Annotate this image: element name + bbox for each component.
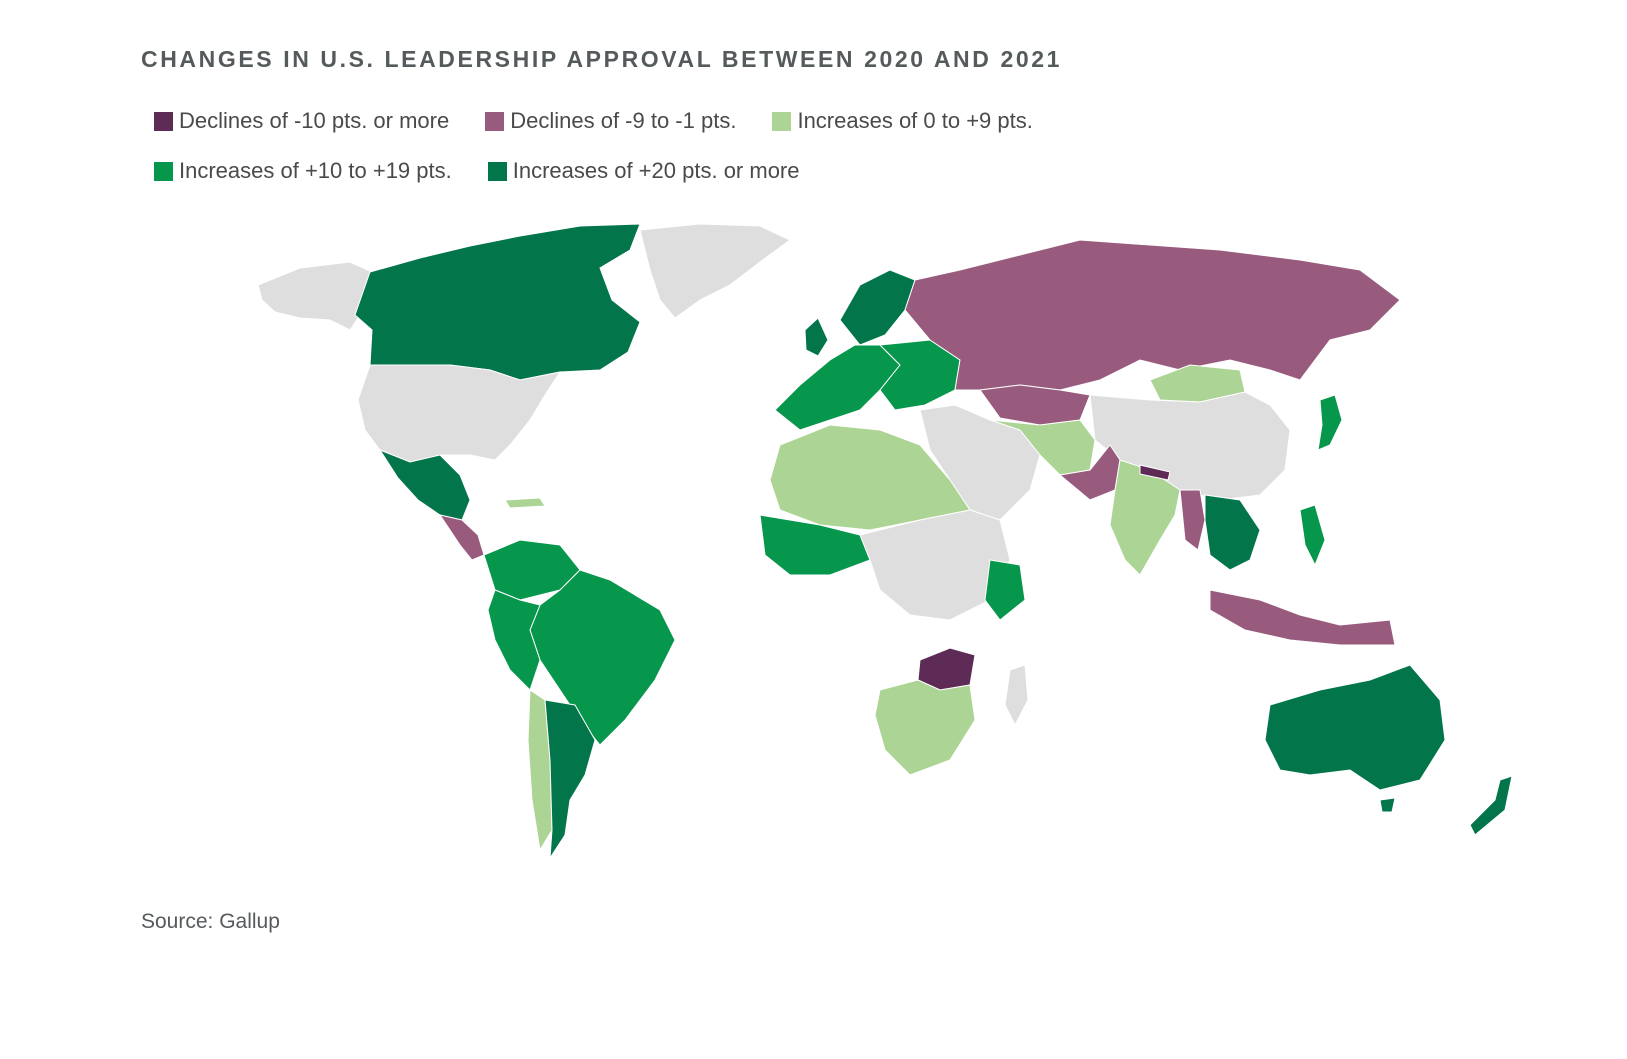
region-australia bbox=[1264, 664, 1446, 791]
legend: Declines of -10 pts. or more Declines of… bbox=[154, 106, 1154, 206]
legend-item-inc20: Increases of +20 pts. or more bbox=[487, 158, 800, 184]
region-western-europe bbox=[774, 344, 901, 431]
region-caribbean bbox=[504, 497, 546, 509]
legend-label-inc10: Increases of +10 to +19 pts. bbox=[179, 158, 452, 183]
legend-item-dec1: Declines of -9 to -1 pts. bbox=[485, 108, 736, 134]
region-greenland bbox=[639, 223, 791, 319]
world-map bbox=[257, 223, 1513, 860]
region-philippines bbox=[1299, 504, 1326, 567]
region-middle-east bbox=[919, 404, 1041, 521]
legend-swatch-dec10 bbox=[154, 111, 173, 131]
region-scandinavia bbox=[839, 269, 916, 346]
region-east-africa bbox=[984, 559, 1026, 621]
region-alaska bbox=[257, 261, 373, 331]
region-madagascar bbox=[1004, 664, 1029, 727]
chart-title: CHANGES IN U.S. LEADERSHIP APPROVAL BETW… bbox=[141, 46, 1063, 72]
region-indochina bbox=[1204, 494, 1261, 571]
region-southern-africa bbox=[874, 679, 976, 776]
region-united-states bbox=[357, 364, 562, 463]
region-india bbox=[1109, 459, 1181, 576]
legend-item-inc0: Increases of 0 to +9 pts. bbox=[772, 108, 1033, 134]
region-nepal bbox=[1139, 464, 1171, 481]
legend-swatch-inc0 bbox=[772, 111, 792, 131]
legend-row-2: Increases of +10 to +19 pts. Increases o… bbox=[154, 156, 1154, 186]
legend-item-inc10: Increases of +10 to +19 pts. bbox=[154, 158, 452, 184]
region-mexico bbox=[378, 448, 471, 521]
region-peru bbox=[487, 589, 541, 691]
source-note: Source: Gallup bbox=[141, 910, 280, 933]
region-central-america bbox=[438, 514, 485, 561]
legend-label-inc20: Increases of +20 pts. or more bbox=[512, 158, 800, 183]
legend-item-dec10: Declines of -10 pts. or more bbox=[154, 108, 449, 134]
legend-label-dec10: Declines of -10 pts. or more bbox=[179, 108, 450, 133]
region-west-africa bbox=[759, 514, 871, 576]
region-myanmar bbox=[1179, 489, 1206, 551]
region-indonesia bbox=[1209, 589, 1396, 646]
legend-swatch-dec1 bbox=[485, 111, 505, 131]
region-new-zealand bbox=[1469, 775, 1513, 836]
legend-label-inc0: Increases of 0 to +9 pts. bbox=[797, 108, 1033, 133]
region-kazakhstan bbox=[979, 384, 1091, 426]
legend-swatch-inc10 bbox=[154, 161, 173, 181]
legend-row-1: Declines of -10 pts. or more Declines of… bbox=[154, 106, 1154, 136]
region-canada bbox=[354, 223, 641, 381]
map-regions bbox=[257, 223, 1513, 860]
region-russia bbox=[904, 239, 1401, 391]
region-tasmania bbox=[1379, 797, 1396, 813]
region-japan bbox=[1317, 394, 1343, 451]
region-argentina bbox=[544, 699, 596, 860]
legend-label-dec1: Declines of -9 to -1 pts. bbox=[510, 108, 737, 133]
legend-swatch-inc20 bbox=[487, 161, 507, 181]
region-uk bbox=[804, 317, 829, 357]
